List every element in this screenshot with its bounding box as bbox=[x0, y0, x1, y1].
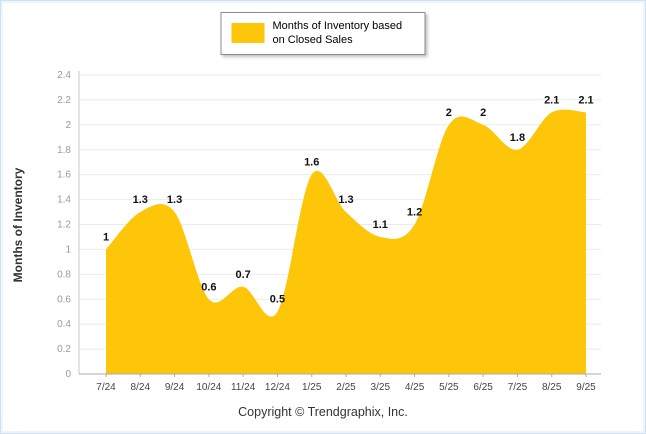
svg-text:1.8: 1.8 bbox=[57, 145, 71, 156]
svg-text:1.8: 1.8 bbox=[510, 132, 525, 144]
svg-text:5/25: 5/25 bbox=[439, 382, 459, 393]
svg-text:2.1: 2.1 bbox=[544, 94, 559, 106]
svg-text:2: 2 bbox=[65, 120, 71, 131]
svg-text:0.6: 0.6 bbox=[57, 294, 71, 305]
svg-text:1.3: 1.3 bbox=[167, 194, 182, 206]
svg-text:1.4: 1.4 bbox=[57, 195, 71, 206]
svg-text:1/25: 1/25 bbox=[302, 382, 322, 393]
legend: Months of Inventory based on Closed Sale… bbox=[220, 12, 426, 55]
svg-text:0: 0 bbox=[65, 369, 71, 380]
svg-text:2.4: 2.4 bbox=[57, 70, 71, 81]
svg-text:8/25: 8/25 bbox=[542, 382, 562, 393]
svg-text:0.4: 0.4 bbox=[57, 319, 71, 330]
svg-text:0.6: 0.6 bbox=[201, 281, 216, 293]
svg-text:0.8: 0.8 bbox=[57, 269, 71, 280]
legend-swatch bbox=[231, 23, 265, 44]
svg-text:1.2: 1.2 bbox=[407, 207, 422, 219]
point-labels: 1 1.3 1.3 0.6 0.7 0.5 1.6 1.3 1.1 1.2 2 2 1.8 2.1 2.1 bbox=[103, 94, 594, 305]
svg-text:1.2: 1.2 bbox=[57, 220, 71, 231]
legend-label: Months of Inventory based on Closed Sale… bbox=[272, 20, 403, 47]
svg-text:8/24: 8/24 bbox=[131, 382, 151, 393]
svg-text:6/25: 6/25 bbox=[473, 382, 493, 393]
svg-text:9/24: 9/24 bbox=[165, 382, 185, 393]
svg-text:0.5: 0.5 bbox=[270, 294, 285, 306]
svg-text:1.3: 1.3 bbox=[338, 194, 353, 206]
x-tick-labels: 7/24 8/24 9/24 10/24 11/24 12/24 1/25 2/25 3/25 4… bbox=[96, 382, 596, 393]
y-axis-title: Months of Inventory bbox=[11, 167, 25, 283]
svg-text:9/25: 9/25 bbox=[576, 382, 596, 393]
svg-text:2.2: 2.2 bbox=[57, 95, 71, 106]
svg-text:1: 1 bbox=[103, 231, 109, 243]
svg-text:2: 2 bbox=[480, 107, 486, 119]
axes bbox=[78, 71, 601, 377]
svg-text:10/24: 10/24 bbox=[196, 382, 221, 393]
svg-text:1: 1 bbox=[65, 244, 71, 255]
svg-text:4/25: 4/25 bbox=[405, 382, 425, 393]
svg-text:7/24: 7/24 bbox=[96, 382, 116, 393]
svg-text:11/24: 11/24 bbox=[231, 382, 256, 393]
svg-text:1.1: 1.1 bbox=[373, 219, 388, 231]
svg-text:0.2: 0.2 bbox=[57, 344, 71, 355]
area-series bbox=[106, 109, 586, 375]
svg-text:2/25: 2/25 bbox=[336, 382, 356, 393]
svg-text:7/25: 7/25 bbox=[508, 382, 528, 393]
svg-text:1.3: 1.3 bbox=[133, 194, 148, 206]
y-tick-labels: 0 0.2 0.4 0.6 0.8 1 1.2 1.4 1.6 1.8 2 2.2 2.4 bbox=[57, 70, 71, 380]
svg-text:2: 2 bbox=[446, 107, 452, 119]
svg-text:0.7: 0.7 bbox=[235, 269, 250, 281]
svg-text:3/25: 3/25 bbox=[371, 382, 391, 393]
svg-text:2.1: 2.1 bbox=[578, 94, 593, 106]
svg-text:1.6: 1.6 bbox=[57, 170, 71, 181]
copyright: Copyright © Trendgraphix, Inc. bbox=[238, 405, 408, 419]
svg-text:1.6: 1.6 bbox=[304, 157, 319, 169]
svg-text:12/24: 12/24 bbox=[265, 382, 290, 393]
